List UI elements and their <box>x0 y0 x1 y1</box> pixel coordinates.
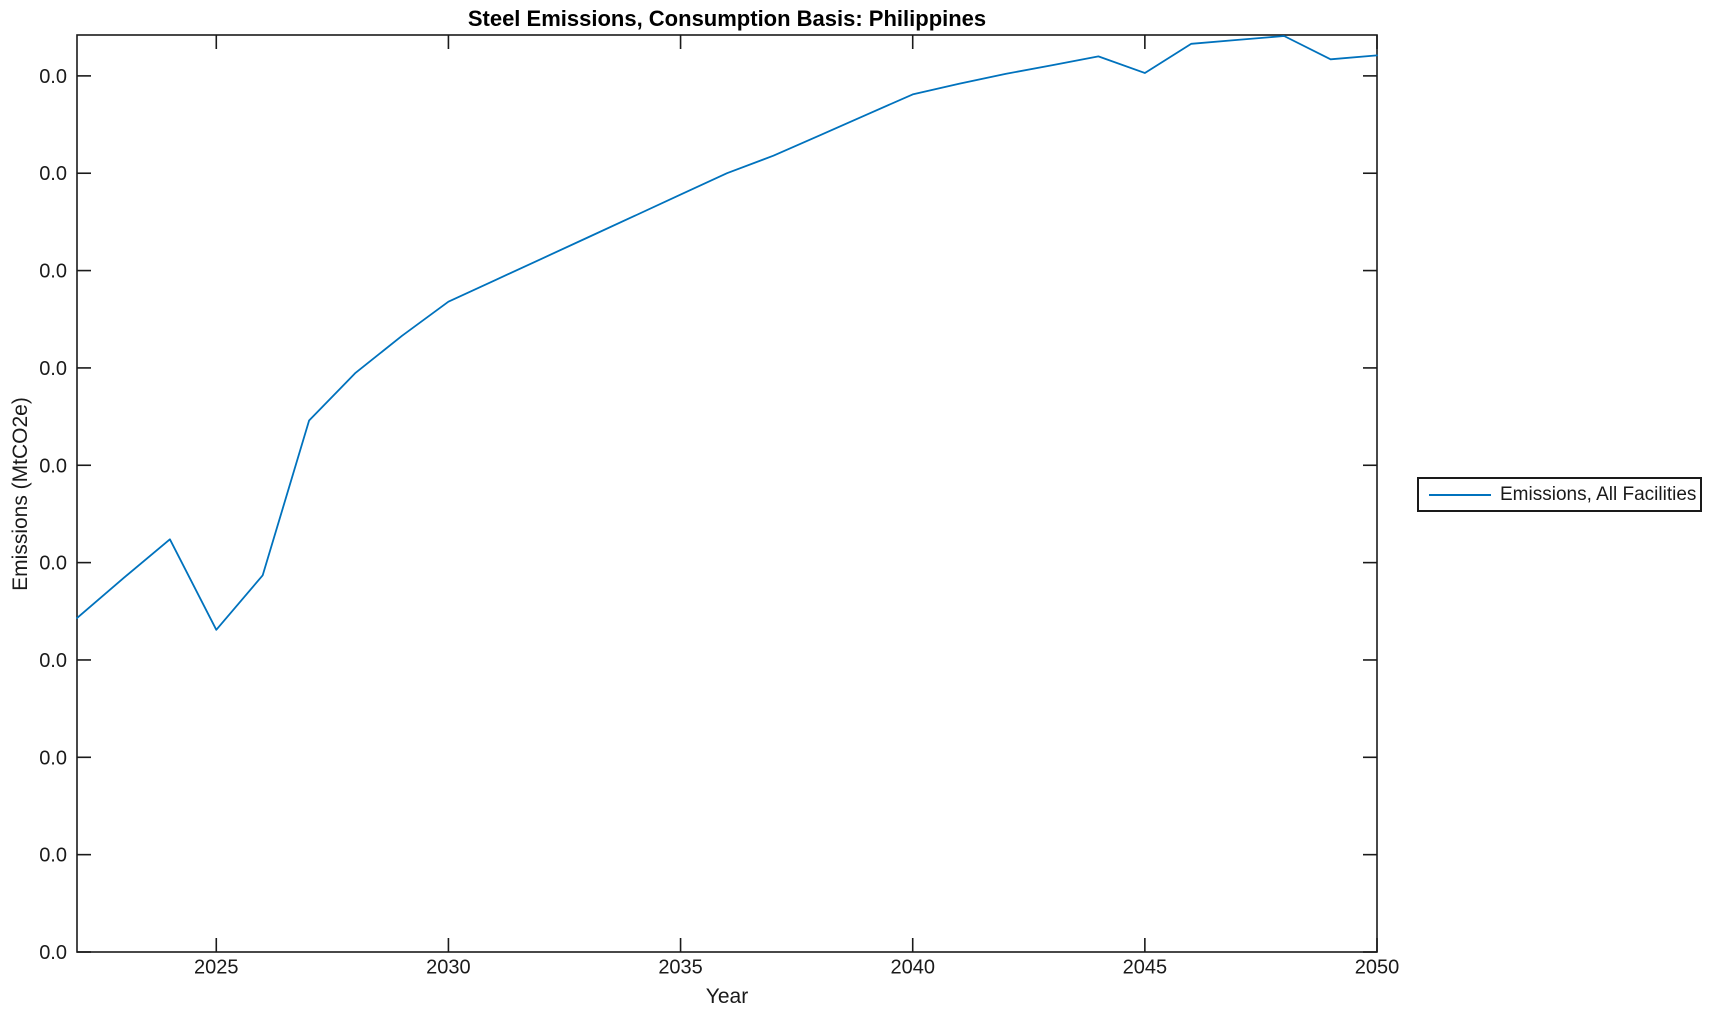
legend-label: Emissions, All Facilities <box>1500 483 1697 505</box>
y-tick-label: 0.0 <box>39 650 67 672</box>
x-tick-label: 2040 <box>890 957 935 979</box>
y-tick-label: 0.0 <box>39 553 67 575</box>
chart-title: Steel Emissions, Consumption Basis: Phil… <box>467 6 987 31</box>
x-tick-label: 2030 <box>426 957 471 979</box>
y-tick-label: 0.0 <box>39 163 67 185</box>
y-tick-label: 0.0 <box>39 66 67 88</box>
legend: Emissions, All Facilities <box>1417 477 1702 512</box>
y-tick-label: 0.0 <box>39 845 67 867</box>
x-tick-label: 2035 <box>658 957 703 979</box>
x-tick-label: 2025 <box>194 957 239 979</box>
x-tick-label: 2050 <box>1355 957 1400 979</box>
y-tick-label: 0.0 <box>39 261 67 283</box>
plot-border <box>76 34 1378 953</box>
y-axis-label: Emissions (MtCO2e) <box>9 397 32 591</box>
legend-line-sample <box>1429 493 1491 496</box>
y-tick-label: 0.0 <box>39 358 67 380</box>
emissions-line <box>76 35 1378 631</box>
y-tick-label: 0.0 <box>39 455 67 477</box>
y-tick-label: 0.0 <box>39 942 67 964</box>
y-tick-label: 0.0 <box>39 747 67 769</box>
x-tick-label: 2045 <box>1123 957 1168 979</box>
x-axis-label: Year <box>705 985 749 1008</box>
